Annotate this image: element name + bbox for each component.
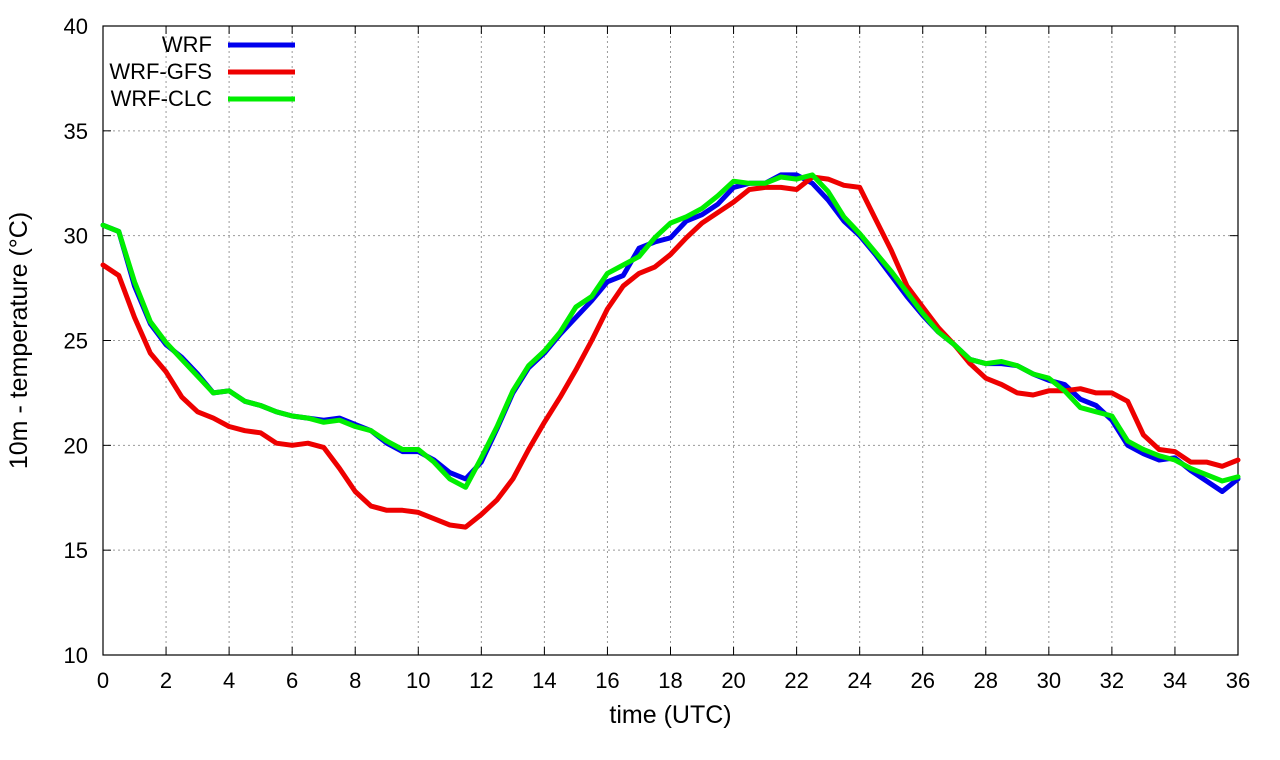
- y-tick-label: 35: [64, 119, 88, 144]
- y-tick-label: 25: [64, 329, 88, 354]
- y-tick-label: 10: [64, 643, 88, 668]
- x-axis-title: time (UTC): [609, 701, 731, 729]
- x-tick-label: 2: [160, 668, 172, 693]
- x-tick-label: 22: [784, 668, 808, 693]
- x-tick-label: 20: [721, 668, 745, 693]
- x-tick-label: 4: [223, 668, 235, 693]
- axis-ticks: 0 2 4 6 8 10 12 14 16 18 20 22 24 26 28 30 32 34 361015202…: [64, 14, 1251, 693]
- legend-label-wrf-gfs: WRF-GFS: [109, 59, 212, 84]
- legend-label-wrf-clc: WRF-CLC: [111, 86, 213, 111]
- x-tick-label: 30: [1037, 668, 1061, 693]
- series-line-wrf-clc: [100, 172, 1241, 490]
- x-tick-label: 28: [974, 668, 998, 693]
- x-tick-label: 10: [406, 668, 430, 693]
- x-tick-label: 6: [286, 668, 298, 693]
- x-tick-label: 18: [658, 668, 682, 693]
- x-tick-label: 14: [532, 668, 556, 693]
- series-lines: [100, 172, 1241, 530]
- x-tick-label: 8: [349, 668, 361, 693]
- x-tick-label: 34: [1163, 668, 1187, 693]
- y-tick-label: 40: [64, 14, 88, 39]
- legend-label-wrf: WRF: [162, 32, 212, 57]
- x-tick-label: 16: [595, 668, 619, 693]
- y-axis-title: 10m - temperature (°C): [5, 212, 33, 469]
- x-tick-label: 26: [910, 668, 934, 693]
- x-tick-label: 12: [469, 668, 493, 693]
- y-tick-label: 30: [64, 224, 88, 249]
- y-tick-label: 20: [64, 433, 88, 458]
- x-tick-label: 32: [1100, 668, 1124, 693]
- y-tick-label: 15: [64, 538, 88, 563]
- x-tick-label: 36: [1226, 668, 1250, 693]
- x-tick-label: 24: [847, 668, 871, 693]
- series-line-wrf-gfs: [100, 174, 1241, 530]
- x-tick-label: 0: [97, 668, 109, 693]
- gridlines: [103, 26, 1238, 655]
